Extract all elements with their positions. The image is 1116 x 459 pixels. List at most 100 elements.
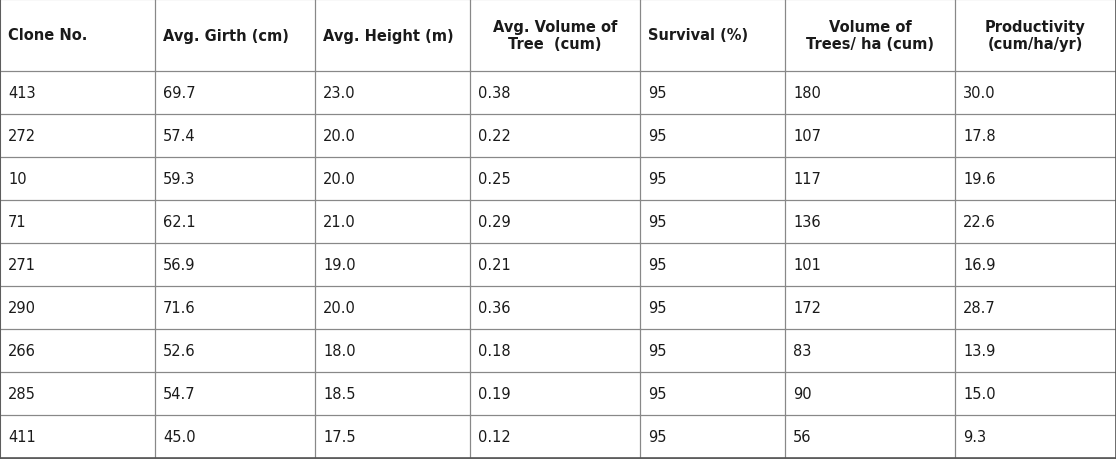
Text: 19.0: 19.0 xyxy=(323,257,356,272)
Text: 95: 95 xyxy=(648,214,666,230)
Bar xyxy=(0,243,155,286)
Text: 20.0: 20.0 xyxy=(323,129,356,144)
Text: 0.38: 0.38 xyxy=(478,86,510,101)
Text: 23.0: 23.0 xyxy=(323,86,356,101)
Bar xyxy=(785,115,955,157)
Text: 28.7: 28.7 xyxy=(963,300,995,315)
Bar xyxy=(155,243,315,286)
Text: Productivity
(cum/ha/yr): Productivity (cum/ha/yr) xyxy=(985,20,1086,52)
Bar xyxy=(0,201,155,243)
Text: 54.7: 54.7 xyxy=(163,386,195,401)
Text: 0.21: 0.21 xyxy=(478,257,511,272)
Text: 411: 411 xyxy=(8,429,36,444)
Text: 266: 266 xyxy=(8,343,36,358)
Text: 62.1: 62.1 xyxy=(163,214,195,230)
Bar xyxy=(155,201,315,243)
Bar xyxy=(955,372,1116,415)
Bar xyxy=(315,115,470,157)
Text: 15.0: 15.0 xyxy=(963,386,995,401)
Text: 172: 172 xyxy=(793,300,821,315)
Text: 95: 95 xyxy=(648,86,666,101)
Bar xyxy=(315,157,470,201)
Bar xyxy=(315,372,470,415)
Bar xyxy=(639,243,785,286)
Text: 57.4: 57.4 xyxy=(163,129,195,144)
Bar xyxy=(155,115,315,157)
Bar xyxy=(955,157,1116,201)
Text: 71.6: 71.6 xyxy=(163,300,195,315)
Text: 19.6: 19.6 xyxy=(963,172,995,187)
Bar xyxy=(0,286,155,329)
Bar xyxy=(639,72,785,115)
Bar xyxy=(639,286,785,329)
Bar xyxy=(0,372,155,415)
Text: Volume of
Trees/ ha (cum): Volume of Trees/ ha (cum) xyxy=(806,20,934,52)
Bar xyxy=(785,329,955,372)
Text: 0.19: 0.19 xyxy=(478,386,511,401)
Text: 95: 95 xyxy=(648,172,666,187)
Bar xyxy=(785,243,955,286)
Text: 16.9: 16.9 xyxy=(963,257,995,272)
Text: 18.0: 18.0 xyxy=(323,343,356,358)
Text: 56.9: 56.9 xyxy=(163,257,195,272)
Bar xyxy=(0,329,155,372)
Text: Survival (%): Survival (%) xyxy=(648,28,748,44)
Text: 0.29: 0.29 xyxy=(478,214,511,230)
Text: 69.7: 69.7 xyxy=(163,86,195,101)
Text: 71: 71 xyxy=(8,214,27,230)
Bar xyxy=(470,115,639,157)
Text: 17.8: 17.8 xyxy=(963,129,995,144)
Bar xyxy=(315,201,470,243)
Bar xyxy=(0,72,155,115)
Text: 18.5: 18.5 xyxy=(323,386,356,401)
Bar xyxy=(155,72,315,115)
Text: 9.3: 9.3 xyxy=(963,429,987,444)
Bar xyxy=(785,157,955,201)
Bar xyxy=(470,157,639,201)
Text: 20.0: 20.0 xyxy=(323,300,356,315)
Text: 0.22: 0.22 xyxy=(478,129,511,144)
Text: 56: 56 xyxy=(793,429,811,444)
Text: Avg. Girth (cm): Avg. Girth (cm) xyxy=(163,28,289,44)
Text: 101: 101 xyxy=(793,257,821,272)
Bar xyxy=(0,0,155,72)
Text: 90: 90 xyxy=(793,386,811,401)
Bar xyxy=(639,372,785,415)
Text: 95: 95 xyxy=(648,429,666,444)
Bar xyxy=(155,415,315,458)
Bar xyxy=(0,115,155,157)
Text: 20.0: 20.0 xyxy=(323,172,356,187)
Text: 272: 272 xyxy=(8,129,36,144)
Text: Clone No.: Clone No. xyxy=(8,28,87,44)
Bar xyxy=(470,0,639,72)
Bar xyxy=(155,329,315,372)
Text: 271: 271 xyxy=(8,257,36,272)
Bar xyxy=(0,415,155,458)
Text: 10: 10 xyxy=(8,172,27,187)
Text: 285: 285 xyxy=(8,386,36,401)
Bar xyxy=(785,72,955,115)
Text: 52.6: 52.6 xyxy=(163,343,195,358)
Bar xyxy=(955,329,1116,372)
Bar xyxy=(315,72,470,115)
Bar xyxy=(470,372,639,415)
Text: 95: 95 xyxy=(648,343,666,358)
Bar xyxy=(639,0,785,72)
Bar xyxy=(470,201,639,243)
Text: 13.9: 13.9 xyxy=(963,343,995,358)
Bar xyxy=(639,329,785,372)
Bar xyxy=(470,286,639,329)
Text: Avg. Height (m): Avg. Height (m) xyxy=(323,28,453,44)
Text: 30.0: 30.0 xyxy=(963,86,995,101)
Bar xyxy=(155,0,315,72)
Bar xyxy=(955,243,1116,286)
Bar xyxy=(470,72,639,115)
Text: 45.0: 45.0 xyxy=(163,429,195,444)
Bar xyxy=(315,243,470,286)
Text: 117: 117 xyxy=(793,172,821,187)
Bar xyxy=(155,372,315,415)
Text: 413: 413 xyxy=(8,86,36,101)
Bar xyxy=(955,115,1116,157)
Text: 95: 95 xyxy=(648,129,666,144)
Bar xyxy=(155,157,315,201)
